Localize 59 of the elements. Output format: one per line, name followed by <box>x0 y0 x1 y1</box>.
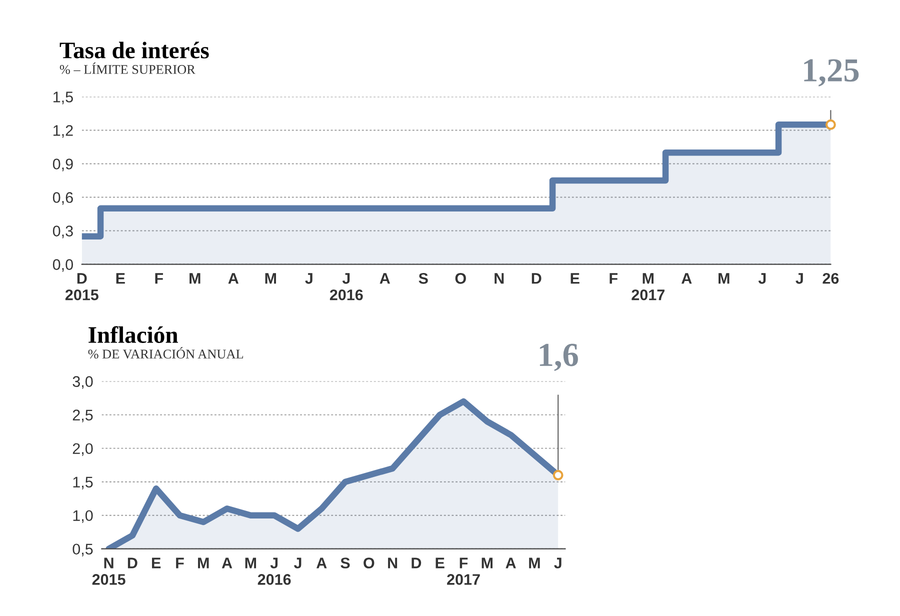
chart-subtitle: % DE VARIACIÓN ANUAL <box>88 347 244 359</box>
y-tick-label: 0,9 <box>52 158 73 172</box>
data-label: 1,25 <box>804 59 859 86</box>
x-tick-label: J <box>554 558 562 568</box>
x-tick-label: M 2017 <box>632 273 664 300</box>
x-tick-label: M <box>245 558 256 568</box>
x-tick-label: M <box>198 558 209 568</box>
x-tick-label: M <box>529 558 540 568</box>
x-tick-label: N <box>494 273 504 284</box>
y-tick-label: 1,5 <box>53 92 73 104</box>
x-tick-label: A <box>228 273 239 284</box>
x-tick-label: D <box>128 558 138 568</box>
x-tick-label: N <box>388 558 398 568</box>
x-tick-label: F <box>176 558 184 568</box>
x-tick-label: A <box>506 558 516 568</box>
x-tick-label: J <box>796 273 803 284</box>
y-tick-label: 0,6 <box>52 192 73 205</box>
x-tick-label: O <box>364 558 374 568</box>
x-tick-label: M <box>190 273 200 284</box>
x-tick-label: M <box>718 273 730 284</box>
y-tick-label: 1,0 <box>73 510 93 523</box>
x-tick-label: D <box>532 273 542 284</box>
x-tick-label: E <box>152 558 161 568</box>
x-tick-label: J <box>294 558 302 568</box>
x-tick-label: N 2015 <box>92 558 126 585</box>
x-tick-label: J 2016 <box>330 273 363 300</box>
x-tick-label: O <box>455 273 466 284</box>
x-tick-label: E <box>116 273 125 284</box>
x-tick-label: M <box>265 273 276 284</box>
y-tick-label: 0,5 <box>72 544 93 556</box>
x-tick-label: J <box>758 273 766 284</box>
x-tick-label: E <box>436 558 444 568</box>
x-tick-label: A <box>682 273 692 284</box>
x-tick-label: A <box>222 558 232 568</box>
y-tick-label: 2,0 <box>72 443 93 456</box>
chart-title: Inflación <box>88 326 178 343</box>
x-tick-label: D <box>412 558 422 568</box>
y-tick-label: 2,5 <box>72 410 93 422</box>
y-tick-label: 3,0 <box>72 376 93 389</box>
x-tick-label: D 2015 <box>65 273 98 300</box>
chart-title: Tasa de interés <box>60 42 209 58</box>
y-tick-label: 0,3 <box>52 226 73 238</box>
x-tick-label: A <box>316 558 327 568</box>
y-tick-label: 1,2 <box>53 125 73 138</box>
x-tick-label: F <box>610 273 618 284</box>
x-tick-label: F <box>155 273 163 284</box>
x-tick-label: E <box>570 273 580 284</box>
x-tick-label: J <box>305 273 312 284</box>
y-tick-label: 1,5 <box>73 476 93 490</box>
x-tick-label: S <box>340 558 350 568</box>
x-tick-label: 26 <box>822 273 839 284</box>
y-tick-label: 0,0 <box>52 259 73 272</box>
x-tick-label: M <box>482 558 493 568</box>
data-label: 1,6 <box>540 344 578 372</box>
x-tick-label: F 2017 <box>447 558 480 585</box>
chart-subtitle: % – LÍMITE SUPERIOR <box>60 62 196 74</box>
x-tick-label: S <box>418 273 428 284</box>
x-tick-label: J 2016 <box>258 558 291 585</box>
x-tick-label: A <box>380 273 390 284</box>
